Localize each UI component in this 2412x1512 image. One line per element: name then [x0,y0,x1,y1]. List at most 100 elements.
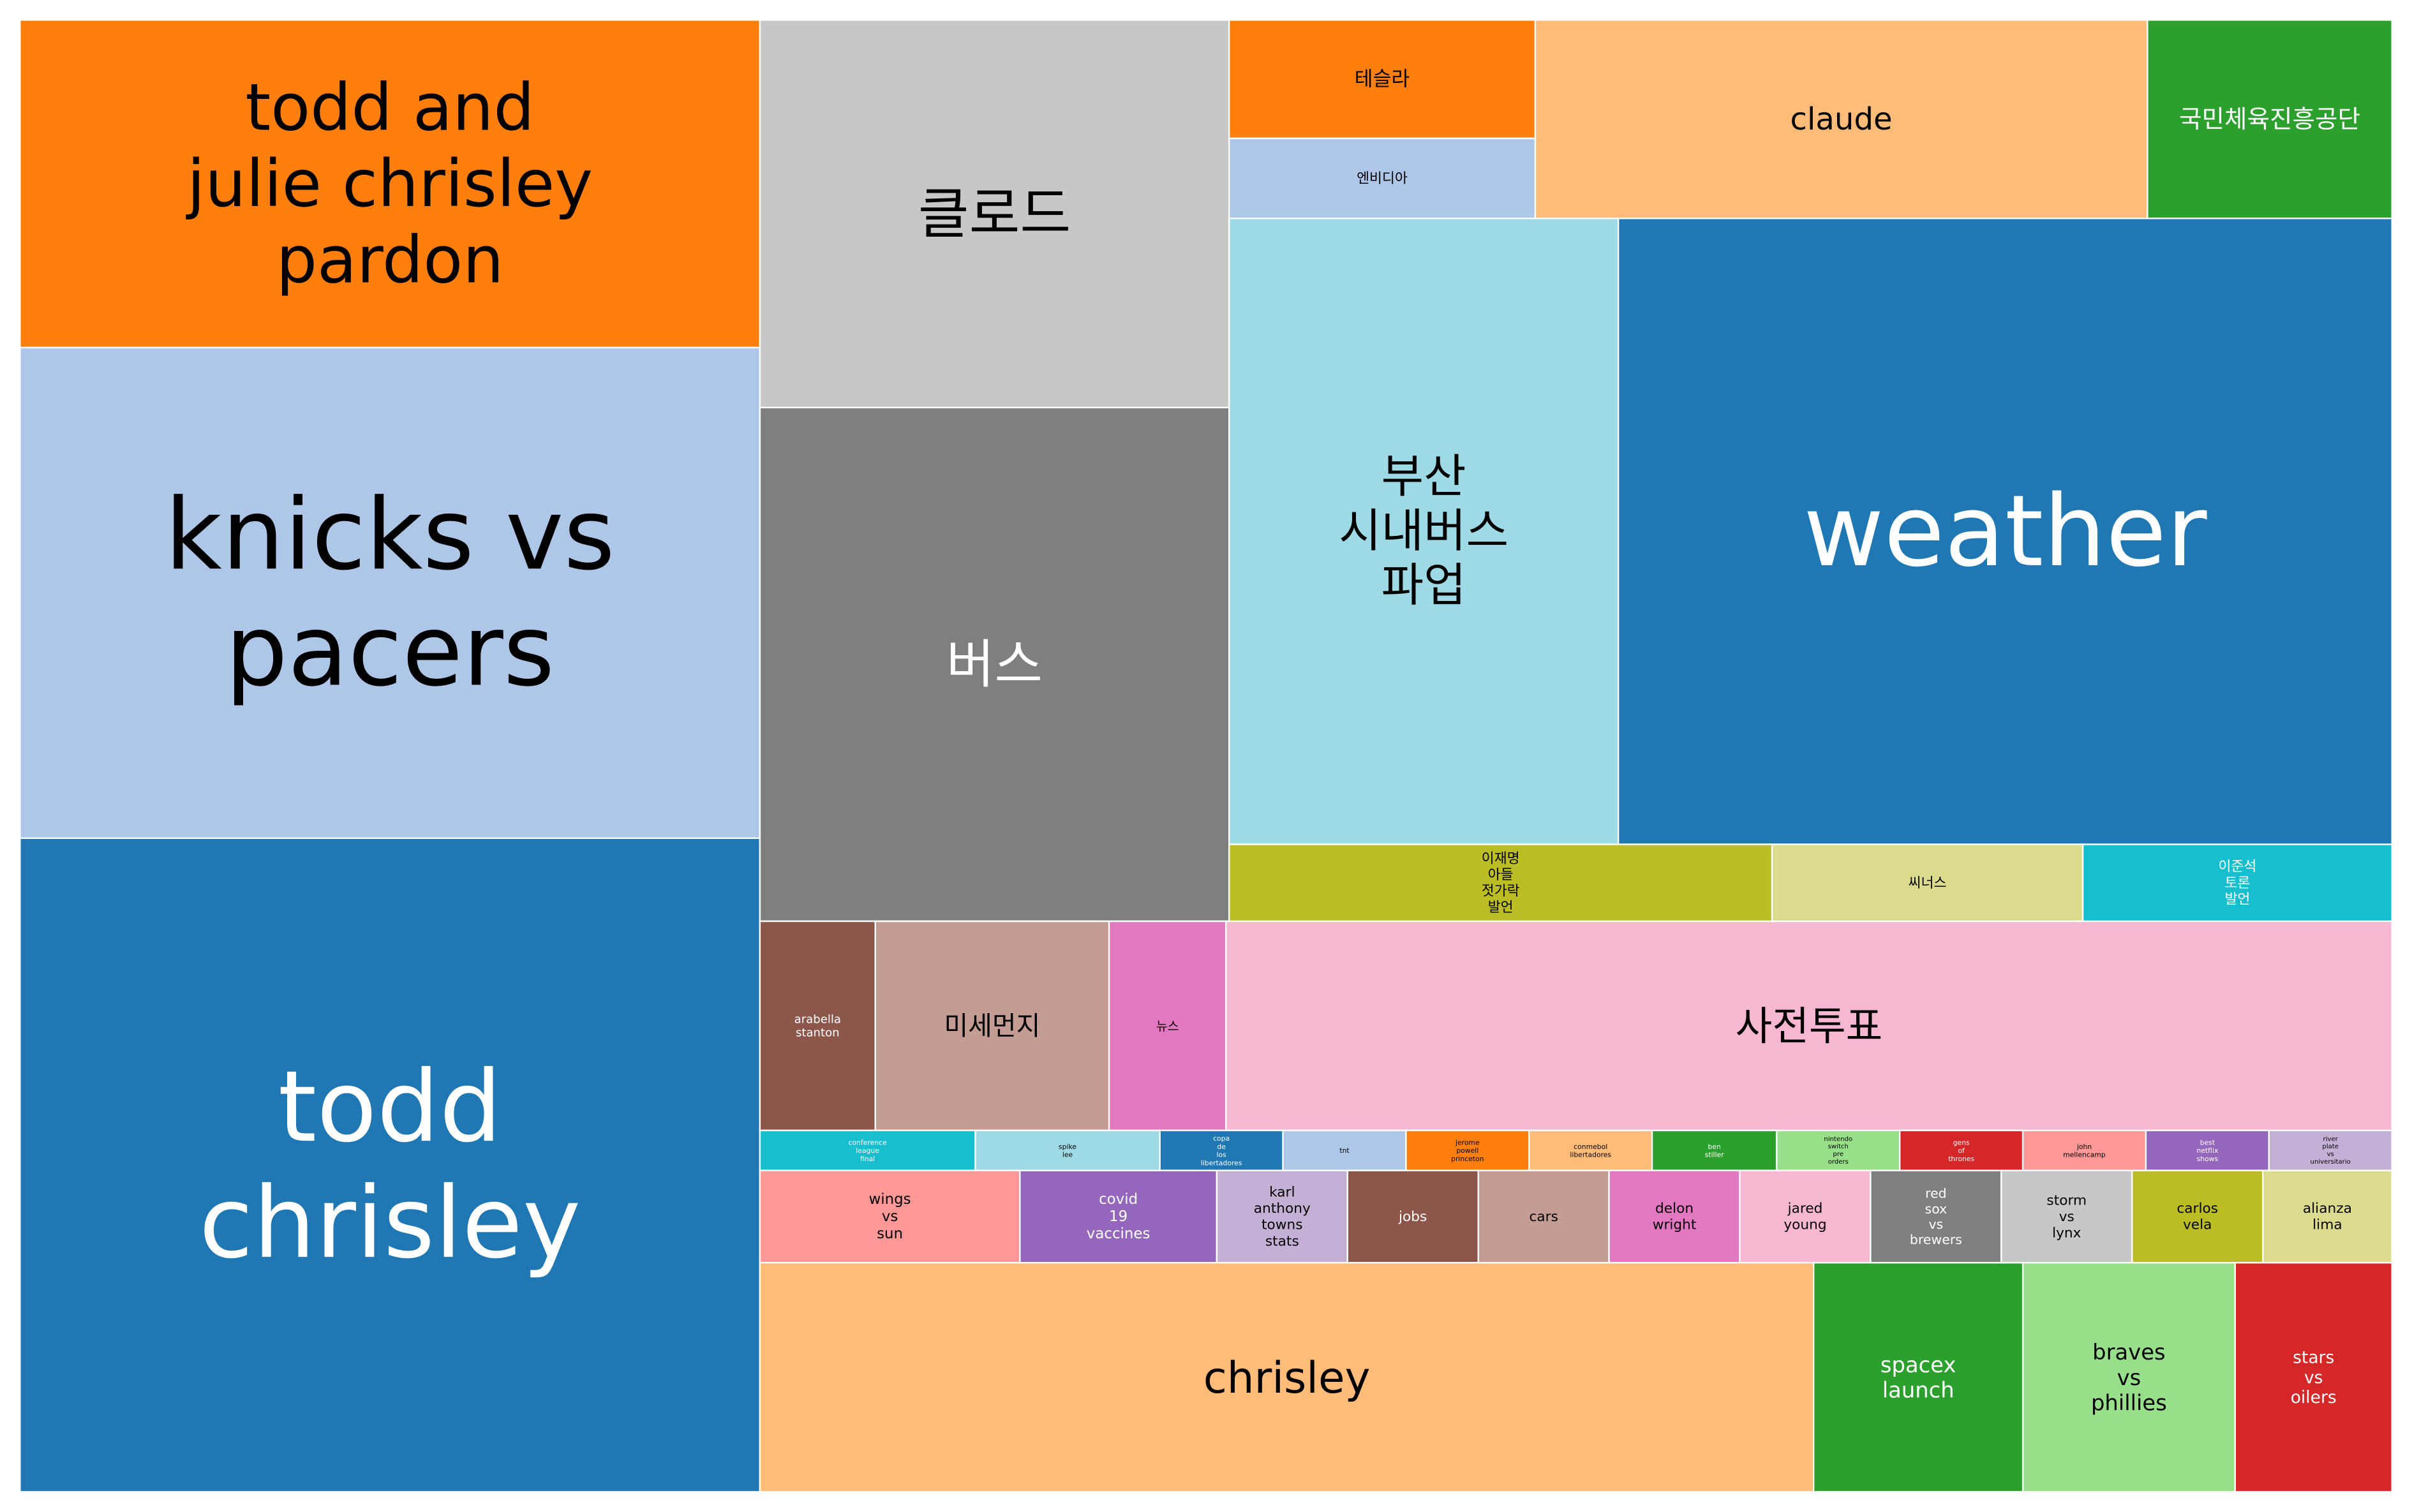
treemap-rect [1812,1261,2024,1493]
treemap-tile-knicks-vs-pacers: knicks vs pacers [19,346,761,839]
treemap-rect [759,406,1230,923]
treemap-rect [1534,19,2148,219]
treemap-rect [759,19,1230,408]
treemap-tile-tnt: tnt [1282,1129,1407,1171]
treemap-label: todd chrisley [199,1050,581,1280]
treemap-tile-conference-league-final: conference league final [759,1129,976,1171]
treemap-label: braves vs phillies [2091,1340,2167,1416]
treemap-tile-gens-of-thrones: gens of thrones [1898,1129,2024,1171]
treemap-tile-copa-de-los-libertadores: copa de los libertadores [1159,1129,1284,1171]
treemap-tile-테슬라: 테슬라 [1228,19,1537,140]
treemap-label: alianza lima [2303,1201,2352,1233]
treemap-rect [19,837,761,1493]
treemap-rect [1651,1129,1778,1171]
treemap-tile-jared-young: jared young [1739,1169,1872,1264]
treemap-label: 엔비디아 [1357,170,1408,186]
treemap-tile-todd-and-julie-chrisley-pardon: todd and julie chrisley pardon [19,19,761,348]
treemap-rect [2234,1261,2393,1493]
treemap-tile-best-netflix-shows: best netflix shows [2145,1129,2270,1171]
treemap-rect [1739,1169,1872,1264]
treemap-label: arabella stanton [794,1012,841,1039]
treemap-label: todd and julie chrisley pardon [186,70,593,298]
treemap-rect [1776,1129,1901,1171]
treemap-tile-delon-wright: delon wright [1608,1169,1741,1264]
treemap-rect [2021,1129,2147,1171]
treemap-label: spike lee [1059,1142,1076,1159]
treemap-rect [759,1129,976,1171]
treemap-tile-미세먼지: 미세먼지 [874,920,1110,1132]
treemap-tile-storm-vs-lynx: storm vs lynx [2000,1169,2133,1264]
treemap-tile-nintendo-switch-pre-orders: nintendo switch pre orders [1776,1129,1901,1171]
treemap-rect [974,1129,1161,1171]
treemap-rect [1228,843,1773,923]
treemap-label: carlos vela [2177,1201,2218,1233]
treemap-tile-carlos-vela: carlos vela [2131,1169,2264,1264]
treemap-rect [2081,843,2393,923]
treemap-tile-뉴스: 뉴스 [1108,920,1227,1132]
treemap-rect [1898,1129,2024,1171]
treemap-label: delon wright [1653,1201,1697,1233]
treemap-tile-부산-시내버스-파업: 부산 시내버스 파업 [1228,218,1619,845]
treemap-label: karl anthony towns stats [1254,1184,1311,1249]
treemap-label: 뉴스 [1156,1018,1179,1033]
treemap-label: storm vs lynx [2046,1192,2087,1241]
treemap-label: nintendo switch pre orders [1824,1136,1852,1166]
treemap-label: john mellencamp [2063,1142,2106,1159]
treemap-label: best netflix shows [2196,1138,2219,1163]
treemap-rect [1870,1169,2002,1264]
treemap-tile-covid-19-vaccines: covid 19 vaccines [1019,1169,1218,1264]
treemap-rect [1617,218,2393,845]
treemap-tile-jerome-powell-princeton: jerome powell princeton [1405,1129,1530,1171]
treemap-tile-이준석-토론-발언: 이준석 토론 발언 [2081,843,2393,923]
treemap-tile-conmebol-libertadores: conmebol libertadores [1528,1129,1653,1171]
treemap-label: 테슬라 [1355,68,1410,91]
treemap-label: jobs [1398,1208,1427,1224]
treemap-label: chrisley [1203,1352,1371,1402]
treemap-rect [1282,1129,1407,1171]
treemap-tile-weather: weather [1617,218,2393,845]
treemap-label: gens of thrones [1948,1138,1974,1163]
treemap-label: 클로드 [918,182,1071,246]
treemap-rect [1405,1129,1530,1171]
treemap-tile-river-plate-vs-universitario: river plate vs universitario [2268,1129,2393,1171]
treemap-label: cars [1529,1208,1558,1224]
treemap-tile-jobs: jobs [1346,1169,1479,1264]
treemap-tile-braves-vs-phillies: braves vs phillies [2021,1261,2237,1493]
treemap-rect [2261,1169,2393,1264]
treemap-tile-arabella-stanton: arabella stanton [759,920,876,1132]
treemap-label: knicks vs pacers [165,478,614,708]
treemap-tile-버스: 버스 [759,406,1230,923]
treemap-tile-클로드: 클로드 [759,19,1230,408]
treemap-label: spacex launch [1880,1352,1956,1402]
treemap-tile-stars-vs-oilers: stars vs oilers [2234,1261,2393,1493]
treemap-rect [759,1261,1815,1493]
treemap-label: ben stiller [1705,1142,1725,1159]
treemap-tile-cars: cars [1477,1169,1610,1264]
treemap-tile-spike-lee: spike lee [974,1129,1161,1171]
treemap-rect [2021,1261,2237,1493]
treemap-label: jared young [1783,1201,1826,1233]
treemap-tile-claude: claude [1534,19,2148,219]
treemap-tile-wings-vs-sun: wings vs sun [759,1169,1021,1264]
treemap-rect [1108,920,1227,1132]
treemap-rect [1608,1169,1741,1264]
treemap-tile-이재명-아들-젓가락-발언: 이재명 아들 젓가락 발언 [1228,843,1773,923]
treemap-label: 이준석 토론 발언 [2218,859,2256,907]
treemap-rect [759,1169,1021,1264]
treemap-label: river plate vs universitario [2311,1136,2351,1166]
treemap-label: wings vs sun [869,1191,911,1242]
treemap-label: covid 19 vaccines [1087,1191,1150,1242]
treemap-tile-john-mellencamp: john mellencamp [2021,1129,2147,1171]
treemap-tile-todd-chrisley: todd chrisley [19,837,761,1493]
treemap-label: 미세먼지 [944,1011,1040,1041]
treemap-label: weather [1803,474,2207,588]
treemap-rect [19,19,761,348]
treemap-tile-red-sox-vs-brewers: red sox vs brewers [1870,1169,2002,1264]
treemap-rect [1771,843,2084,923]
treemap-label: 이재명 아들 젓가락 발언 [1482,850,1520,915]
treemap-label: stars vs oilers [2291,1347,2337,1407]
treemap-label: red sox vs brewers [1910,1186,1962,1248]
treemap-rect [1228,137,1537,219]
treemap-label: 씨너스 [1909,875,1947,891]
treemap-label: conmebol libertadores [1570,1142,1611,1159]
